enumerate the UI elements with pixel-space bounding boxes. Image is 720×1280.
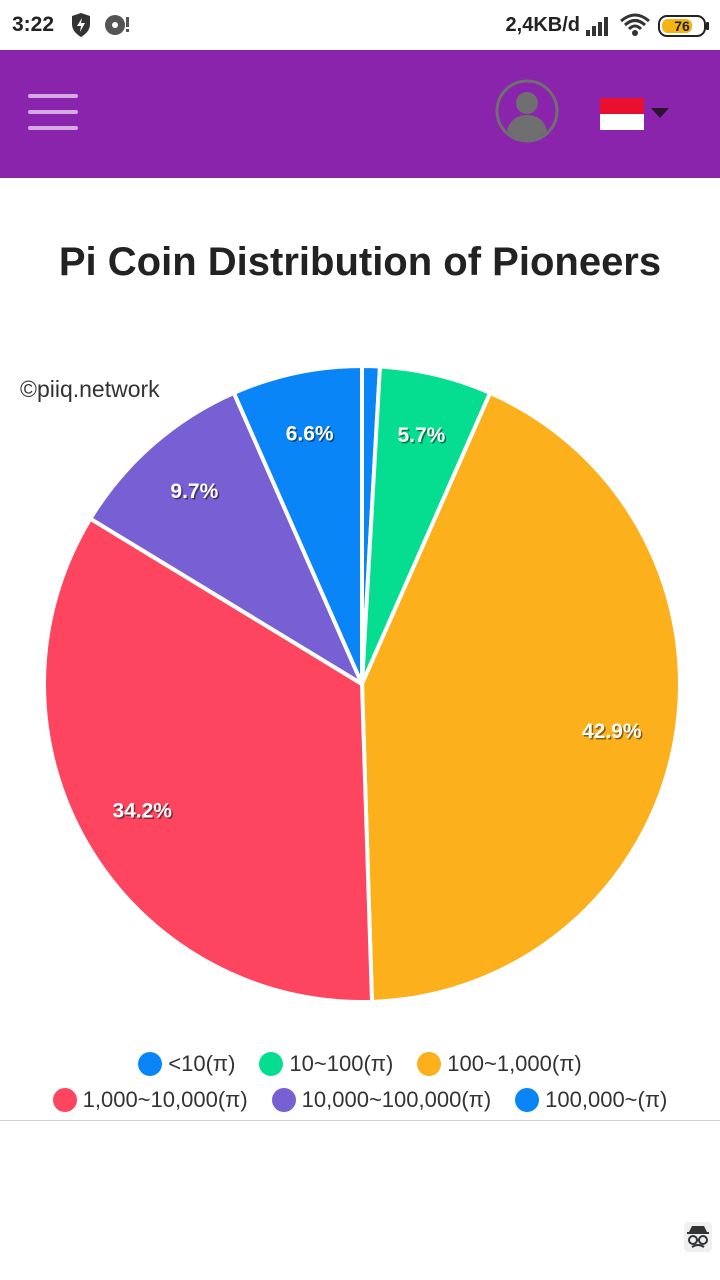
legend-item[interactable]: 100~1,000(π)	[417, 1051, 582, 1077]
status-time: 3:22	[12, 13, 55, 36]
legend-dot	[138, 1052, 163, 1076]
data-label-shadow: 34.2%	[114, 801, 174, 824]
shield-bolt-icon	[72, 13, 90, 37]
indonesia-flag-icon[interactable]	[600, 98, 644, 130]
status-bar: 3:22 2,4KB/d 76	[0, 0, 720, 50]
pie-slice[interactable]	[42, 516, 374, 1004]
legend-item[interactable]: 10,000~100,000(π)	[271, 1087, 492, 1113]
legend-item[interactable]: 100,000~(π)	[515, 1087, 667, 1113]
legend-row: <10(π) 10~100(π) 100~1,000(π)	[0, 1046, 720, 1082]
incognito-icon[interactable]	[684, 1222, 712, 1252]
pie-slice[interactable]	[360, 390, 682, 1004]
chart-legend: <10(π) 10~100(π) 100~1,000(π) 1,000~10,0…	[0, 1046, 720, 1118]
data-label-shadow: 6.6%	[287, 424, 335, 447]
legend-dot	[417, 1052, 442, 1076]
legend-label: 100~1,000(π)	[447, 1051, 582, 1076]
app-bar	[0, 50, 720, 178]
data-label: 34.2%	[112, 800, 172, 823]
menu-icon[interactable]	[28, 94, 80, 134]
data-label: 42.9%	[582, 720, 642, 743]
battery-icon: 76	[658, 15, 709, 37]
legend-dot	[259, 1052, 284, 1076]
legend-item[interactable]: 1,000~10,000(π)	[52, 1087, 248, 1113]
legend-dot	[271, 1088, 296, 1112]
data-label-shadow: 9.7%	[172, 482, 220, 505]
pie-slice[interactable]	[231, 364, 364, 686]
legend-label: 1,000~10,000(π)	[82, 1087, 248, 1112]
legend-dot	[515, 1088, 540, 1112]
pie-slice[interactable]	[88, 390, 364, 686]
battery-level: 76	[674, 18, 690, 34]
page-title: Pi Coin Distribution of Pioneers	[58, 240, 662, 284]
legend-row: 1,000~10,000(π) 10,000~100,000(π) 100,00…	[0, 1082, 720, 1118]
data-label: 6.6%	[286, 423, 334, 446]
disc-alert-icon	[105, 15, 129, 35]
pie-chart: 5.7%5.7%42.9%42.9%34.2%34.2%9.7%9.7%6.6%…	[42, 364, 682, 1004]
account-icon[interactable]	[494, 78, 560, 144]
legend-label: <10(π)	[168, 1051, 236, 1076]
network-speed: 2,4KB/d	[505, 14, 580, 36]
legend-item[interactable]: 10~100(π)	[259, 1051, 393, 1077]
data-label-shadow: 42.9%	[583, 722, 643, 745]
legend-item[interactable]: <10(π)	[138, 1051, 235, 1077]
data-label: 5.7%	[397, 424, 445, 447]
data-label: 9.7%	[170, 480, 218, 503]
divider	[0, 1120, 720, 1121]
signal-icon	[586, 17, 608, 36]
legend-dot	[52, 1088, 77, 1112]
legend-label: 10,000~100,000(π)	[301, 1087, 492, 1112]
legend-label: 100,000~(π)	[545, 1087, 668, 1112]
caret-down-icon[interactable]	[651, 108, 669, 118]
data-label-shadow: 5.7%	[399, 426, 447, 449]
legend-label: 10~100(π)	[289, 1051, 394, 1076]
watermark: ©piiq.network	[20, 376, 160, 402]
wifi-icon	[620, 13, 650, 36]
